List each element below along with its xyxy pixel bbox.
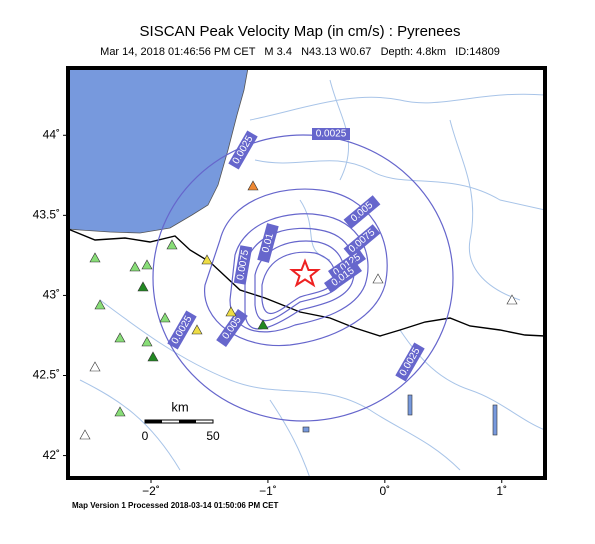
contour-label-box <box>327 249 367 281</box>
station <box>147 351 159 362</box>
contour-label-box <box>343 224 381 258</box>
title: SISCAN Peak Velocity Map (in cm/s) : Pyr… <box>140 23 461 40</box>
y-tick-label: 42˚ <box>43 448 60 462</box>
rivers <box>79 79 546 479</box>
station <box>114 406 126 417</box>
station <box>141 259 153 270</box>
contour-label-text: 0.0075 <box>235 249 251 281</box>
x-tick-label: 1˚ <box>496 484 507 498</box>
contour-label-box <box>228 130 258 170</box>
station <box>372 273 384 284</box>
contour-label-box <box>233 245 253 285</box>
station <box>141 336 153 347</box>
station <box>137 281 149 292</box>
station <box>79 429 91 440</box>
contours <box>152 134 454 422</box>
contour-label-box <box>323 261 363 293</box>
contour-label: 0.0075 <box>233 245 253 285</box>
contour-label: 0.01 <box>257 223 279 263</box>
station <box>129 261 141 272</box>
station <box>257 319 269 330</box>
epicenter <box>289 258 321 288</box>
station <box>89 361 101 372</box>
scale-label: 50 <box>206 429 220 443</box>
x-tick-label: −1˚ <box>259 484 277 498</box>
y-tick-label: 43˚ <box>43 288 60 302</box>
contour-label-text: 0.0025 <box>316 129 347 140</box>
scale-unit: km <box>171 399 188 414</box>
station <box>114 332 126 343</box>
station <box>94 299 106 310</box>
y-tick-label: 42.5˚ <box>33 368 60 382</box>
border <box>67 228 546 337</box>
contour-label-box <box>395 342 425 382</box>
contour-label-box <box>167 310 197 350</box>
stations <box>79 180 518 440</box>
station <box>159 312 171 323</box>
station <box>247 180 259 191</box>
scale-label: 0 <box>142 429 149 443</box>
station <box>89 252 101 263</box>
ocean <box>67 67 249 234</box>
station <box>191 324 203 335</box>
y-tick-label: 43.5˚ <box>33 208 60 222</box>
station <box>225 306 237 317</box>
frame <box>66 66 547 480</box>
contour-label-text: 0.01 <box>260 232 276 254</box>
contour-label-box <box>257 223 279 263</box>
subtitle: Mar 14, 2018 01:46:56 PM CET M 3.4 N43.1… <box>100 46 500 58</box>
footer: Map Version 1 Processed 2018-03-14 01:50… <box>72 501 278 510</box>
lakes <box>302 394 498 436</box>
contour-label-box <box>216 308 248 348</box>
y-tick-label: 44˚ <box>43 127 60 141</box>
x-tick-label: −2˚ <box>142 484 160 498</box>
station <box>201 254 213 265</box>
scale-bar: km 0 50 <box>142 399 220 443</box>
contour-label-box <box>343 195 381 229</box>
axes: −2˚ −1˚ 0˚ 1˚ 42˚ 42.5˚ 43˚ 43.5˚ 44˚ <box>33 127 507 498</box>
station <box>166 239 178 250</box>
contour-label: 0.0025 <box>312 128 350 140</box>
station <box>506 294 518 305</box>
contour-label-box <box>312 128 350 140</box>
x-tick-label: 0˚ <box>379 484 390 498</box>
